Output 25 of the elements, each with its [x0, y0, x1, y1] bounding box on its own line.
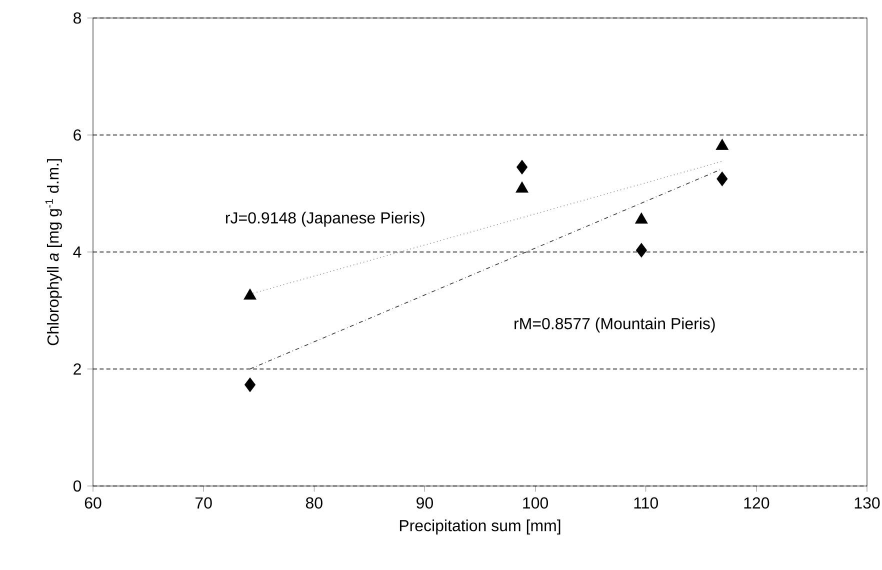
annotation: rM=0.8577 (Mountain Pieris) — [514, 318, 715, 332]
point — [636, 242, 647, 258]
y-tick-label: 2 — [74, 363, 81, 375]
point — [244, 288, 256, 300]
x-tick-label: 70 — [195, 497, 212, 509]
point — [635, 212, 648, 224]
x-tick-label: 130 — [854, 497, 880, 509]
point — [716, 172, 728, 186]
point — [516, 182, 528, 193]
y-tick-label: 0 — [73, 480, 82, 492]
x-tick-label: 110 — [634, 497, 658, 509]
y-tick-label: 8 — [74, 12, 82, 24]
x-tick-label: 90 — [416, 497, 433, 509]
x-axis-title: Precipitation sum [mm] — [400, 520, 560, 534]
point — [516, 160, 528, 174]
y-tick-label: 6 — [74, 129, 82, 141]
point — [244, 378, 256, 392]
x-tick-label: 80 — [306, 497, 322, 509]
x-tick-label: 60 — [84, 497, 102, 509]
y-axis-title: Chlorophyll a [mg g$^{-1}$ d.m.] — [45, 159, 62, 346]
x-tick-label: 120 — [744, 497, 770, 509]
y-tick-label: 4 — [73, 246, 82, 258]
annotation: rJ=0.9148 (Japanese Pieris) — [226, 212, 424, 227]
point — [716, 138, 728, 150]
x-tick-label: 100 — [523, 497, 548, 509]
